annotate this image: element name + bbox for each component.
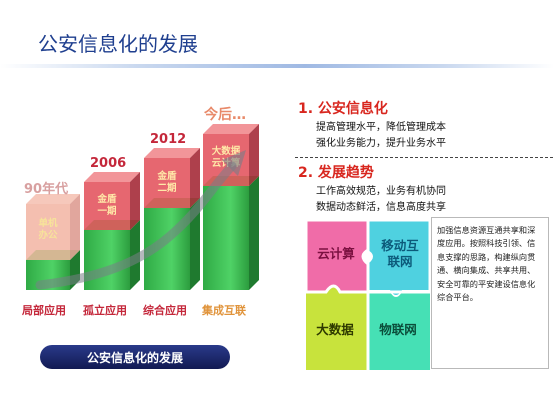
growth-arrow-icon (35, 150, 246, 290)
step-4-bar (203, 186, 249, 290)
section-2-heading: 2. 发展趋势 (298, 165, 374, 181)
puzzle-label-bigdata: 大数据 (316, 322, 354, 337)
step-3-cube (144, 158, 190, 208)
development-chart: 单机 办公 90年代 金盾 一期 2006 金盾 二期 2012 大数据 云计算… (0, 0, 290, 340)
step-2-cube-label: 金盾 一期 (97, 194, 117, 217)
puzzle-label-cloud: 云计算 (317, 246, 355, 261)
section-1-line-1: 提高管理水平，降低管理成本 (316, 122, 446, 133)
bar-label-integrated: 综合应用 (143, 304, 187, 317)
title-underline (0, 64, 554, 68)
era-label-90s: 90年代 (24, 182, 69, 197)
section-2-line-1: 工作高效规范，业务有机协同 (316, 186, 446, 197)
puzzle-piece-mobile (368, 220, 430, 295)
caption-banner (40, 345, 230, 369)
era-label-2006: 2006 (90, 156, 127, 171)
puzzle-graphic (306, 220, 430, 370)
step-2-cube (84, 182, 130, 230)
puzzle-label-mobile: 移动互联网 (381, 238, 419, 269)
bar-label-interconnected: 集成互联 (202, 304, 246, 317)
section-1-heading: 1. 公安信息化 (298, 101, 388, 117)
step-1-cube (26, 204, 70, 260)
step-3-cube-label: 金盾 二期 (157, 171, 177, 194)
page-title: 公安信息化的发展 (38, 32, 198, 56)
era-label-future: 今后… (204, 107, 246, 123)
description-text: 加强信息资源互通共享和深度应用。按照科技引领、信息支撑的思路，构建纵向贯通、横向… (437, 225, 536, 303)
puzzle-label-iot: 物联网 (379, 322, 417, 337)
bar-label-isolated: 孤立应用 (83, 304, 127, 317)
puzzle-piece-iot (368, 292, 430, 370)
puzzle-piece-cloud (306, 220, 368, 292)
section-1-line-2: 强化业务能力，提升业务水平 (316, 138, 446, 149)
step-1-cube-label: 单机 办公 (38, 218, 58, 241)
era-label-2012: 2012 (150, 132, 187, 147)
section-2-line-2: 数据动态鲜活，信息高度共享 (316, 202, 446, 213)
description-box (431, 217, 549, 369)
bar-label-local: 局部应用 (22, 304, 66, 317)
puzzle-piece-bigdata (306, 286, 368, 370)
section-divider (295, 157, 553, 158)
caption-text: 公安信息化的发展 (86, 351, 183, 365)
